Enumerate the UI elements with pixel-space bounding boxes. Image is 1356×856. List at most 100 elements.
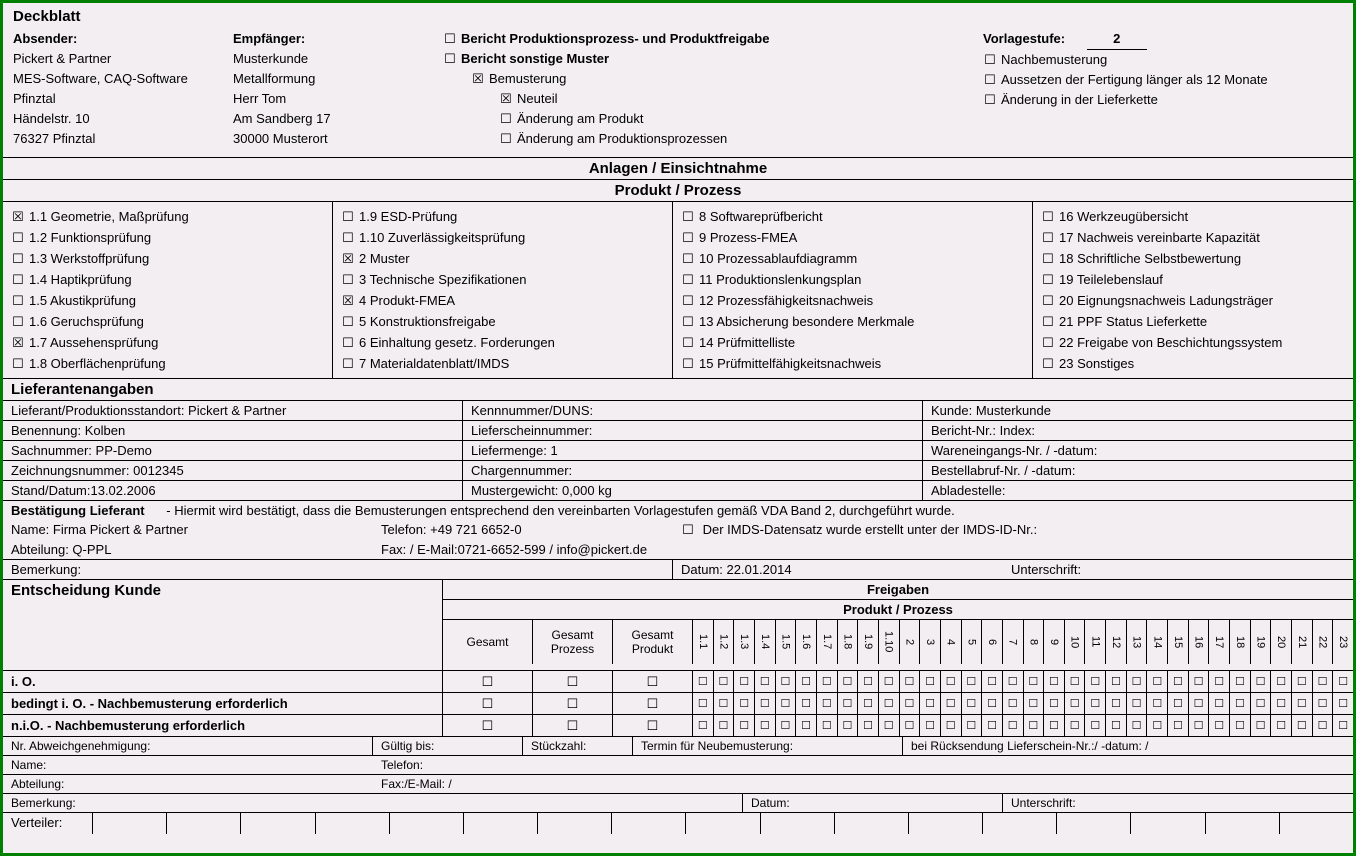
checkbox[interactable]: ☐ [1147,715,1168,736]
checkbox[interactable]: ☐ [982,715,1003,736]
checkbox[interactable]: ☐ [613,693,693,714]
checkbox[interactable]: ☐ [838,715,859,736]
checkbox[interactable]: ☐ [1333,715,1353,736]
checkbox[interactable]: ☐ [1106,693,1127,714]
checkbox[interactable]: ☐ [858,715,879,736]
checkbox[interactable]: ☐ [1147,693,1168,714]
checkbox[interactable]: ☐ [681,269,695,290]
checkbox[interactable]: ☐ [1127,693,1148,714]
checkbox[interactable]: ☐ [1271,671,1292,692]
checkbox[interactable]: ☐ [714,715,735,736]
checkbox[interactable]: ☐ [983,90,997,110]
checkbox[interactable]: ☐ [1003,693,1024,714]
checkbox[interactable]: ☐ [1147,671,1168,692]
checkbox[interactable]: ☐ [858,671,879,692]
checkbox[interactable]: ☐ [1313,715,1334,736]
checkbox[interactable]: ☐ [443,49,457,69]
checkbox[interactable]: ☐ [962,715,983,736]
checkbox[interactable]: ☐ [681,290,695,311]
checkbox[interactable]: ☐ [920,671,941,692]
checkbox[interactable]: ☐ [443,715,533,736]
checkbox[interactable]: ☐ [983,70,997,90]
checkbox[interactable]: ☐ [1106,671,1127,692]
checkbox[interactable]: ☐ [879,693,900,714]
checkbox[interactable]: ☐ [879,715,900,736]
checkbox[interactable]: ☐ [714,671,735,692]
checkbox[interactable]: ☐ [341,353,355,374]
checkbox[interactable]: ☐ [817,693,838,714]
checkbox[interactable]: ☐ [11,227,25,248]
checkbox[interactable]: ☐ [1003,671,1024,692]
checkbox[interactable]: ☐ [681,332,695,353]
checkbox[interactable]: ☐ [11,290,25,311]
checkbox[interactable]: ☐ [613,715,693,736]
checkbox[interactable]: ☐ [1044,693,1065,714]
checkbox[interactable]: ☐ [681,227,695,248]
checkbox[interactable]: ☐ [1085,671,1106,692]
checkbox[interactable]: ☐ [1333,693,1353,714]
checkbox[interactable]: ☐ [796,693,817,714]
checkbox[interactable]: ☐ [341,227,355,248]
checkbox[interactable]: ☐ [499,109,513,129]
checkbox[interactable]: ☐ [1333,671,1353,692]
checkbox[interactable]: ☐ [1251,693,1272,714]
checkbox[interactable]: ☐ [443,671,533,692]
checkbox[interactable]: ☒ [499,89,513,109]
checkbox[interactable]: ☐ [1292,671,1313,692]
checkbox[interactable]: ☐ [1044,715,1065,736]
checkbox[interactable]: ☐ [858,693,879,714]
checkbox[interactable]: ☐ [1230,715,1251,736]
checkbox[interactable]: ☐ [1271,715,1292,736]
checkbox[interactable]: ☐ [962,671,983,692]
checkbox[interactable]: ☒ [341,248,355,269]
checkbox[interactable]: ☐ [681,248,695,269]
checkbox[interactable]: ☐ [693,693,714,714]
checkbox[interactable]: ☐ [1024,671,1045,692]
checkbox[interactable]: ☐ [776,693,797,714]
checkbox[interactable]: ☐ [1251,715,1272,736]
checkbox[interactable]: ☐ [920,715,941,736]
checkbox[interactable]: ☐ [1044,671,1065,692]
checkbox[interactable]: ☐ [982,693,1003,714]
checkbox[interactable]: ☐ [941,693,962,714]
checkbox[interactable]: ☐ [11,353,25,374]
checkbox[interactable]: ☐ [838,693,859,714]
checkbox[interactable]: ☐ [838,671,859,692]
imds-checkbox[interactable]: ☐ [681,522,695,538]
checkbox[interactable]: ☐ [1041,332,1055,353]
checkbox[interactable]: ☐ [1041,206,1055,227]
checkbox[interactable]: ☐ [1065,671,1086,692]
checkbox[interactable]: ☐ [341,269,355,290]
checkbox[interactable]: ☐ [1271,693,1292,714]
checkbox[interactable]: ☐ [1189,671,1210,692]
checkbox[interactable]: ☐ [1127,671,1148,692]
checkbox[interactable]: ☐ [533,715,613,736]
checkbox[interactable]: ☐ [920,693,941,714]
checkbox[interactable]: ☐ [1065,693,1086,714]
checkbox[interactable]: ☐ [1041,311,1055,332]
checkbox[interactable]: ☐ [1041,227,1055,248]
checkbox[interactable]: ☐ [755,693,776,714]
checkbox[interactable]: ☐ [734,671,755,692]
checkbox[interactable]: ☐ [341,206,355,227]
checkbox[interactable]: ☐ [755,671,776,692]
checkbox[interactable]: ☐ [817,715,838,736]
checkbox[interactable]: ☒ [341,290,355,311]
checkbox[interactable]: ☐ [817,671,838,692]
checkbox[interactable]: ☐ [983,50,997,70]
checkbox[interactable]: ☐ [1230,693,1251,714]
checkbox[interactable]: ☐ [1024,715,1045,736]
checkbox[interactable]: ☐ [796,671,817,692]
checkbox[interactable]: ☐ [1041,353,1055,374]
checkbox[interactable]: ☒ [11,332,25,353]
checkbox[interactable]: ☐ [1292,715,1313,736]
checkbox[interactable]: ☐ [1209,693,1230,714]
checkbox[interactable]: ☐ [1189,693,1210,714]
checkbox[interactable]: ☐ [941,715,962,736]
checkbox[interactable]: ☐ [1041,269,1055,290]
checkbox[interactable]: ☐ [693,715,714,736]
checkbox[interactable]: ☐ [443,29,457,49]
checkbox[interactable]: ☐ [1209,671,1230,692]
checkbox[interactable]: ☐ [1313,671,1334,692]
checkbox[interactable]: ☐ [982,671,1003,692]
